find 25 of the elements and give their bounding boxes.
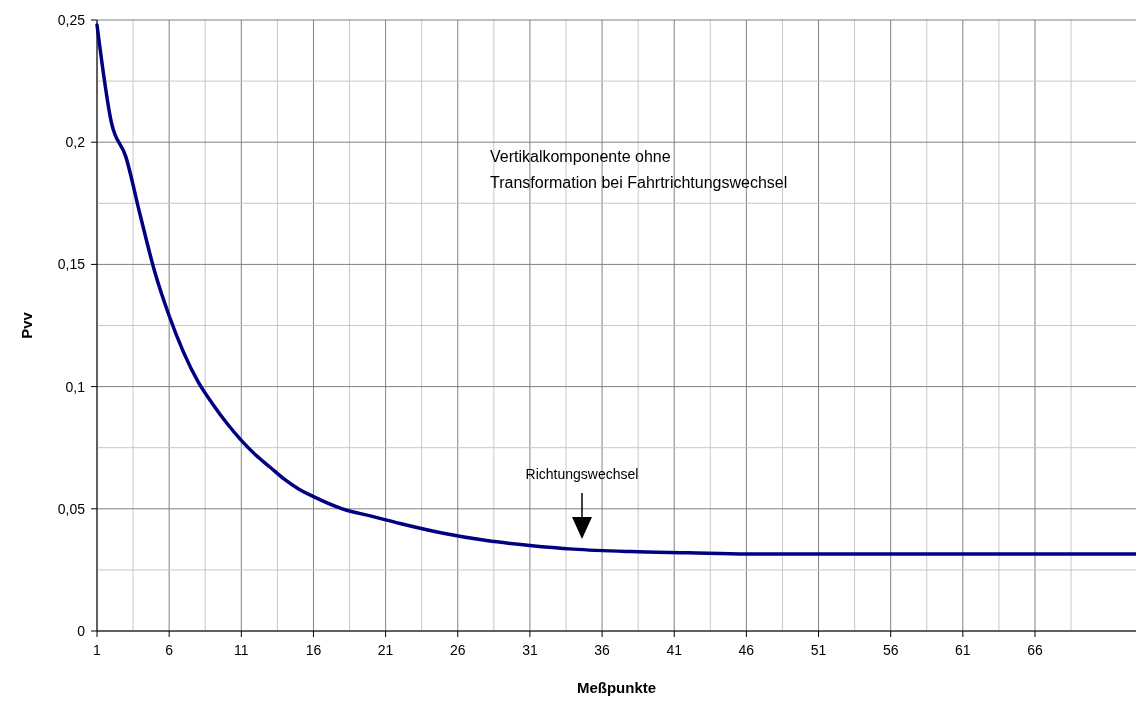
- x-axis-title: Meßpunkte: [576, 679, 657, 696]
- x-tick-label: 41: [666, 642, 683, 658]
- x-tick-label: 1: [93, 642, 102, 658]
- x-tick-label: 51: [810, 642, 827, 658]
- y-tick-label: 0,25: [57, 12, 86, 28]
- x-tick-label: 21: [377, 642, 394, 658]
- line-series: [95, 23, 1136, 556]
- x-tick-label: 11: [234, 642, 249, 658]
- x-tick-label: 26: [449, 642, 466, 658]
- y-tick-label: 0,15: [57, 256, 86, 273]
- x-tick-label: 36: [594, 642, 611, 658]
- x-tick-label: 61: [955, 642, 971, 658]
- x-tick-label: 66: [1027, 642, 1043, 658]
- x-tick-label: 46: [738, 642, 755, 658]
- x-tick-label: 16: [305, 642, 322, 658]
- y-axis-title: Pvv: [18, 311, 35, 339]
- x-tick-label: 56: [882, 642, 899, 658]
- annotation: Vertikalkomponente ohne Transformation bei Fahrtrichtungswechsel: [490, 148, 788, 191]
- x-tick-label: 31: [522, 642, 538, 658]
- x-tick-label: 6: [165, 642, 174, 658]
- y-tick-label: 0,05: [57, 500, 86, 517]
- y-tick-label: 0,2: [65, 134, 86, 151]
- y-tick-label: 0: [77, 623, 86, 639]
- y-tick-label: 0,1: [65, 378, 86, 395]
- annotation: Richtungswechsel: [525, 466, 639, 482]
